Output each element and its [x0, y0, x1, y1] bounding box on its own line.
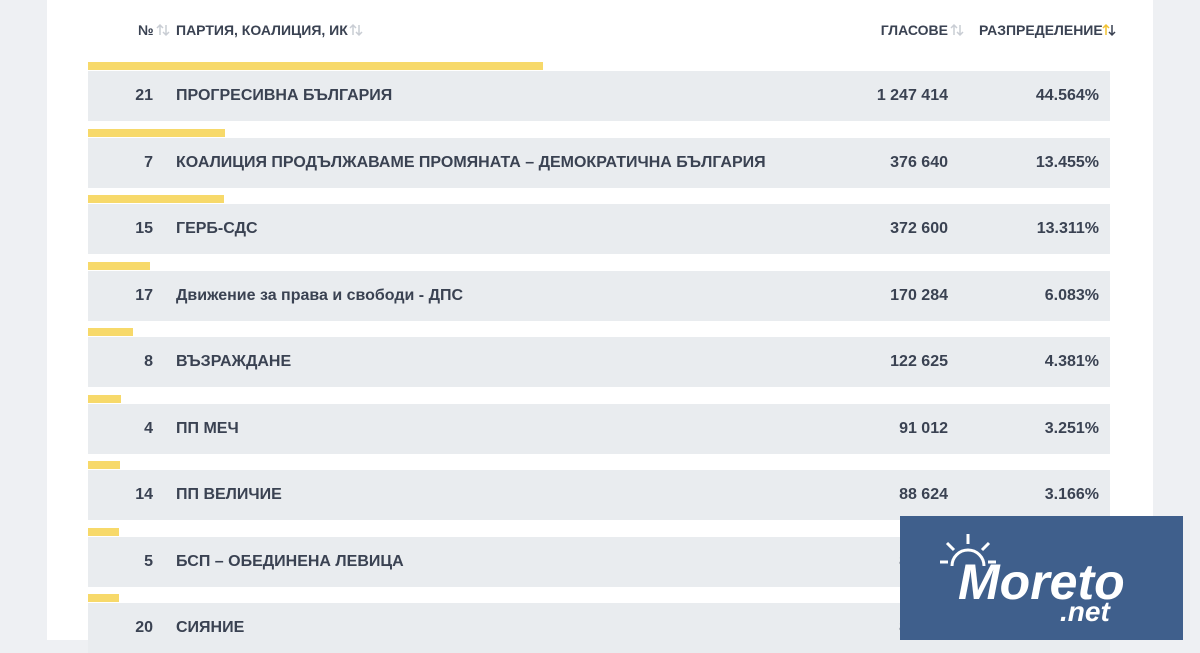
- party-name: ВЪЗРАЖДАНЕ: [176, 353, 292, 370]
- share-bar: [88, 394, 122, 403]
- sort-icon[interactable]: [950, 23, 964, 37]
- share: 13.455%: [1035, 153, 1099, 171]
- share-bar: [88, 328, 133, 336]
- votes: 91 012: [899, 419, 948, 437]
- col-party[interactable]: ПАРТИЯ, КОАЛИЦИЯ, ИК: [176, 22, 348, 38]
- watermark-tld: .net: [1060, 596, 1110, 627]
- party-name: ПРОГРЕСИВНА БЪЛГАРИЯ: [176, 87, 393, 104]
- votes: 122 625: [890, 353, 948, 370]
- share: 3.251%: [1044, 419, 1099, 437]
- sun-icon: [940, 534, 996, 567]
- share-bar: [88, 62, 543, 70]
- table-row: [88, 270, 1110, 321]
- table-row: [88, 470, 1110, 520]
- party-name: Движение за права и свободи - ДПС: [176, 286, 464, 304]
- table-row: [88, 337, 1110, 387]
- col-share[interactable]: РАЗПРЕДЕЛЕНИЕ: [979, 22, 1103, 38]
- sort-icon[interactable]: [349, 23, 363, 37]
- party-name: ПП ВЕЛИЧИЕ: [176, 486, 282, 503]
- share-bar: [88, 128, 226, 137]
- party-number: 7: [144, 153, 153, 171]
- share: 3.166%: [1044, 486, 1099, 503]
- party-name: БСП – ОБЕДИНЕНА ЛЕВИЦА: [176, 552, 404, 570]
- table-row: [88, 71, 1110, 121]
- party-number: 8: [144, 353, 153, 370]
- party-name: ПП МЕЧ: [176, 419, 239, 437]
- party-number: 17: [135, 286, 153, 304]
- table-row: [88, 204, 1110, 254]
- votes: 1 247 414: [876, 87, 948, 104]
- share-bar: [88, 527, 119, 536]
- sort-icon[interactable]: [1102, 23, 1116, 37]
- sort-icon[interactable]: [156, 23, 170, 37]
- votes: 170 284: [890, 286, 948, 304]
- party-number: 15: [135, 220, 153, 237]
- share-bar: [88, 261, 151, 270]
- party-number: 20: [135, 619, 153, 636]
- watermark-name: Moreto: [958, 554, 1125, 610]
- col-votes[interactable]: ГЛАСОВЕ: [880, 22, 948, 38]
- votes: 376 640: [890, 153, 948, 171]
- party-number: 14: [135, 486, 153, 503]
- party-number: 5: [144, 552, 153, 570]
- share: 44.564%: [1035, 87, 1099, 104]
- share: 4.381%: [1044, 353, 1099, 370]
- votes: 372 600: [890, 220, 948, 237]
- share: 6.083%: [1044, 286, 1099, 304]
- party-name: КОАЛИЦИЯ ПРОДЪЛЖАВАМЕ ПРОМЯНАТА – ДЕМОКР…: [176, 153, 766, 171]
- votes: 88 624: [899, 486, 948, 503]
- share: 13.311%: [1036, 220, 1099, 237]
- table-row: [88, 403, 1110, 454]
- share-bar: [88, 594, 119, 602]
- col-number[interactable]: №: [138, 22, 154, 38]
- share-bar: [88, 461, 121, 469]
- party-number: 21: [135, 87, 153, 104]
- table-row: [88, 137, 1110, 188]
- party-number: 4: [144, 419, 153, 437]
- party-name: ГЕРБ-СДС: [176, 220, 258, 237]
- share-bar: [88, 195, 224, 203]
- party-name: СИЯНИЕ: [176, 619, 245, 636]
- watermark: Moreto .net: [900, 516, 1183, 640]
